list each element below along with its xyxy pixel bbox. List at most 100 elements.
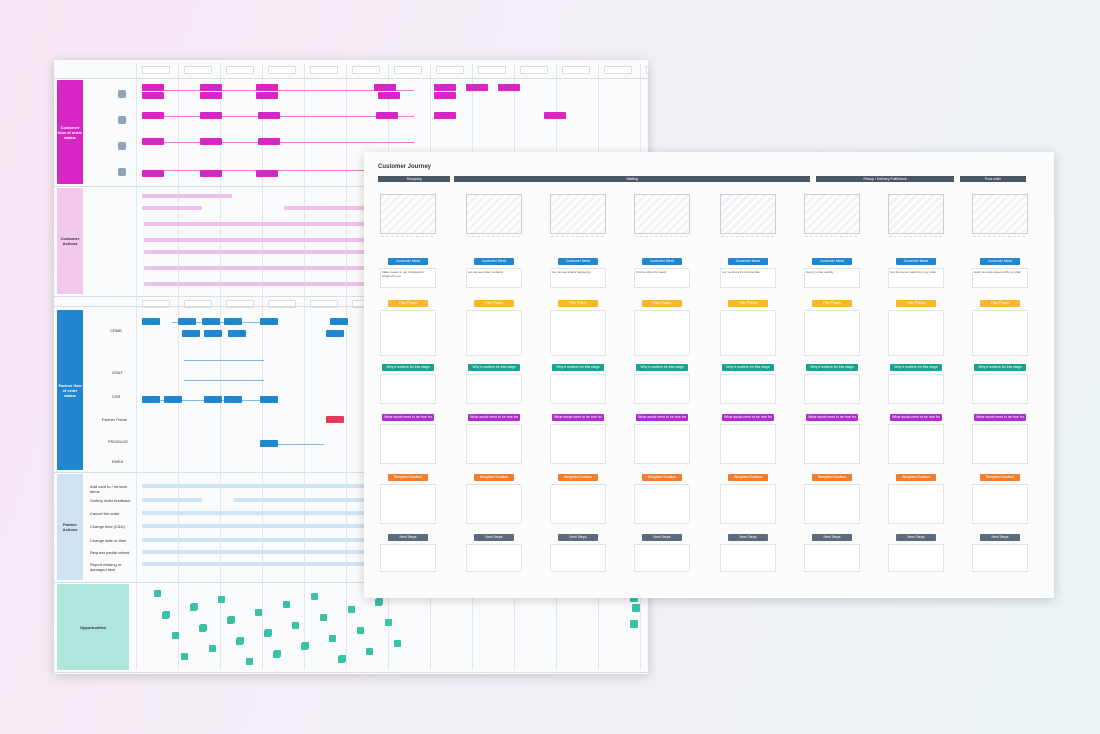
partner-action-bar — [142, 550, 412, 554]
partner-flow-sticky — [224, 318, 242, 325]
section-label: What would need to be true for this — [382, 414, 434, 426]
step-header-pill — [142, 300, 170, 308]
action-label: Add card to / remove items — [90, 484, 128, 494]
customer-flow-sticky — [434, 92, 456, 99]
section-label: Weighted Solution — [980, 474, 1020, 481]
journey-illustration — [380, 194, 436, 234]
opportunity-sticky — [366, 648, 373, 655]
customer-flow-sticky — [256, 170, 278, 177]
section-label: What would need to be true for this — [552, 414, 604, 426]
step-header-pill — [352, 66, 380, 74]
section-label: Pain Points — [388, 300, 428, 307]
lane-customer-actions: Customer Actions — [57, 188, 83, 294]
step-header-pill — [310, 300, 338, 308]
what-would-note — [466, 424, 522, 464]
section-label: Customer Need — [558, 258, 598, 265]
customer-need-note: Make it easy to get it delivered / shipp… — [380, 268, 436, 288]
lane-label: Partner flow of order status — [58, 382, 82, 398]
opportunity-sticky — [311, 593, 318, 600]
weighted-note — [380, 484, 436, 524]
opportunity-sticky — [246, 658, 253, 665]
section-label: Why it matters for this stage — [974, 364, 1026, 371]
partner-action-bar — [142, 524, 412, 528]
opportunity-sticky — [394, 640, 401, 647]
column-guide — [346, 64, 347, 670]
lane-opportunities: Opportunities — [57, 584, 129, 670]
why-note — [972, 374, 1028, 404]
opportunity-sticky — [236, 638, 243, 645]
partner-flow-sticky — [260, 318, 278, 325]
customer-flow-sticky — [434, 112, 456, 119]
next-steps-note — [720, 544, 776, 572]
flow-line — [164, 90, 414, 91]
customer-need-note: Get my order quickly — [804, 268, 860, 288]
phase-header: Waiting — [454, 176, 810, 182]
channel-label: PRODUCE — [108, 439, 129, 444]
what-would-note — [550, 424, 606, 464]
section-label: Weighted Solution — [388, 474, 428, 481]
partner-action-bar — [142, 511, 412, 515]
step-header-pill — [478, 66, 506, 74]
section-label: Pain Points — [812, 300, 852, 307]
opportunity-sticky — [630, 620, 638, 628]
pain-points-note — [972, 310, 1028, 356]
customer-flow-sticky — [200, 92, 222, 99]
row-guide — [54, 296, 648, 297]
flow-line — [164, 170, 414, 171]
section-label: Why it matters for this stage — [552, 364, 604, 371]
customer-flow-sticky — [200, 112, 222, 119]
next-steps-note — [466, 544, 522, 572]
lane-label: Customer flow of order status — [57, 124, 83, 140]
section-label: Weighted Solution — [642, 474, 682, 481]
device-icon — [118, 168, 126, 176]
action-label: Change date or time — [90, 538, 127, 543]
opportunity-sticky — [320, 614, 327, 621]
flow-line — [154, 400, 274, 401]
next-steps-note — [888, 544, 944, 572]
customer-flow-sticky — [142, 138, 164, 145]
row-guide — [54, 472, 648, 473]
action-label: Request partial refund — [90, 550, 130, 555]
pain-points-note — [804, 310, 860, 356]
opportunity-sticky — [630, 594, 638, 602]
opportunity-sticky — [301, 643, 308, 650]
section-label: Next Steps — [980, 534, 1020, 541]
what-would-note — [634, 424, 690, 464]
device-icon — [118, 116, 126, 124]
step-header-pill — [436, 66, 464, 74]
journey-illustration — [972, 194, 1028, 234]
partner-action-bar — [234, 498, 414, 502]
opportunity-sticky — [273, 651, 280, 658]
step-header-pill — [562, 66, 590, 74]
partner-flow-sticky — [182, 330, 200, 337]
section-label: Why it matters for this stage — [806, 364, 858, 371]
opportunity-sticky — [283, 601, 290, 608]
section-label: Customer Need — [812, 258, 852, 265]
step-header-pill — [226, 300, 254, 308]
customer-action-bar — [144, 250, 414, 254]
journey-illustration — [804, 194, 860, 234]
step-header-pill — [310, 66, 338, 74]
section-label: Customer Need — [474, 258, 514, 265]
step-header-pill — [184, 66, 212, 74]
row-guide — [54, 672, 648, 673]
customer-need-note: Let me know it's running late — [720, 268, 776, 288]
partner-action-bar — [142, 484, 412, 488]
opportunity-sticky — [348, 606, 355, 613]
why-note — [550, 374, 606, 404]
customer-flow-sticky — [200, 84, 222, 91]
step-header-pill — [268, 300, 296, 308]
step-header-pill — [394, 66, 422, 74]
lane-partner-flow: Partner flow of order status — [57, 310, 83, 470]
section-label: Pain Points — [728, 300, 768, 307]
customer-flow-sticky — [200, 170, 222, 177]
what-would-note — [972, 424, 1028, 464]
step-header-pill — [520, 66, 548, 74]
customer-action-bar — [144, 222, 414, 226]
opportunity-sticky — [632, 604, 640, 612]
customer-need-note: Tell me when it's ready — [634, 268, 690, 288]
partner-action-bar — [142, 538, 412, 542]
partner-action-bar — [142, 562, 412, 566]
section-label: Next Steps — [896, 534, 936, 541]
why-note — [634, 374, 690, 404]
